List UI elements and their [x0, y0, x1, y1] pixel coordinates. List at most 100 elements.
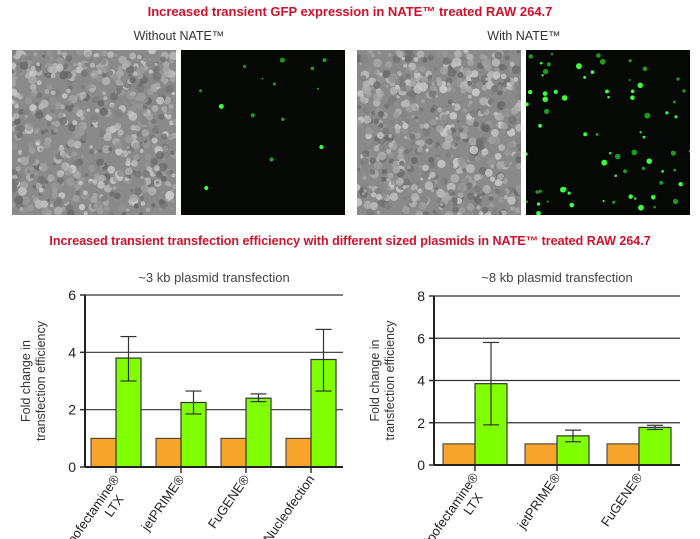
control-bar [606, 443, 640, 466]
gfp-cell [542, 91, 548, 96]
cell [402, 128, 408, 134]
cell [392, 97, 397, 102]
cell [132, 142, 141, 150]
cell [35, 182, 42, 189]
cell [41, 73, 45, 77]
cell [59, 144, 64, 149]
chart-3kb: ~3 kb plasmid transfection Fold change in… [19, 270, 343, 539]
cell [60, 162, 69, 171]
cell [496, 161, 505, 170]
cell [494, 181, 500, 186]
cell [452, 57, 462, 67]
control-bar [442, 443, 476, 466]
cell [145, 207, 151, 213]
cell [475, 138, 484, 146]
cell [151, 127, 158, 134]
cell [418, 164, 423, 169]
gfp-cell [590, 70, 595, 74]
cell [511, 65, 521, 74]
cell [500, 73, 507, 80]
gfp-cell [319, 144, 324, 150]
cell [93, 166, 100, 172]
cell [453, 164, 458, 169]
gfp-cell [542, 68, 549, 75]
gfp-cell [665, 111, 669, 115]
cell [45, 72, 52, 79]
cell [481, 130, 485, 135]
cell [411, 196, 418, 202]
cell [466, 53, 474, 61]
cell [439, 85, 448, 94]
cell [79, 91, 87, 99]
cell [476, 205, 481, 210]
gfp-cell [614, 153, 621, 160]
cell [419, 110, 423, 114]
cell [56, 50, 62, 56]
cell [419, 66, 426, 73]
control-bar [220, 437, 247, 468]
cell [415, 210, 424, 215]
cell [434, 144, 439, 149]
cell [87, 181, 94, 187]
cell [164, 206, 170, 212]
cell [162, 70, 171, 78]
gfp-cell [535, 190, 540, 194]
gfp-cell [527, 89, 533, 95]
cell [138, 178, 146, 186]
gfp-cell [638, 204, 644, 211]
cell [94, 95, 101, 102]
cell [97, 181, 105, 189]
cell [363, 188, 368, 193]
cell [29, 92, 36, 99]
cell [376, 90, 384, 98]
cell [165, 180, 171, 187]
cell [75, 190, 81, 196]
cell [402, 195, 407, 200]
cell [409, 63, 417, 71]
cell [93, 137, 102, 146]
cell [490, 77, 495, 82]
cell [52, 63, 58, 69]
cell [71, 133, 76, 138]
cell [105, 126, 114, 135]
cell [110, 104, 114, 108]
cell [473, 210, 480, 215]
cell [168, 104, 174, 110]
cell [479, 97, 488, 106]
cell [46, 122, 51, 127]
cell [128, 73, 132, 78]
cell [383, 103, 390, 109]
cell [129, 194, 138, 203]
gfp-cell [595, 133, 599, 136]
cell [357, 144, 360, 150]
y-tick-label: 6 [417, 330, 425, 346]
cell [437, 159, 446, 169]
gfp-cell [322, 58, 327, 63]
gfp-cell [269, 157, 274, 162]
cell [502, 91, 510, 100]
cell [402, 122, 409, 130]
cell [73, 76, 78, 80]
cell [436, 197, 442, 203]
cell [422, 164, 429, 172]
cell [402, 205, 411, 214]
cell [415, 119, 419, 123]
gfp-cell [639, 131, 642, 134]
cell [510, 107, 519, 115]
y-axis-label: Fold change intransfection efficiency [19, 320, 48, 441]
cell [89, 62, 96, 68]
cell [117, 65, 123, 72]
cell [442, 57, 450, 65]
cell [476, 81, 483, 88]
cell [451, 197, 458, 204]
cell [384, 61, 393, 69]
cell [516, 85, 521, 93]
cell [66, 79, 72, 85]
cell [361, 192, 366, 196]
cell [452, 136, 456, 140]
cell [89, 87, 95, 93]
gfp-cell [316, 87, 319, 90]
cell [142, 170, 150, 178]
cell [101, 76, 111, 86]
cell [481, 206, 489, 214]
